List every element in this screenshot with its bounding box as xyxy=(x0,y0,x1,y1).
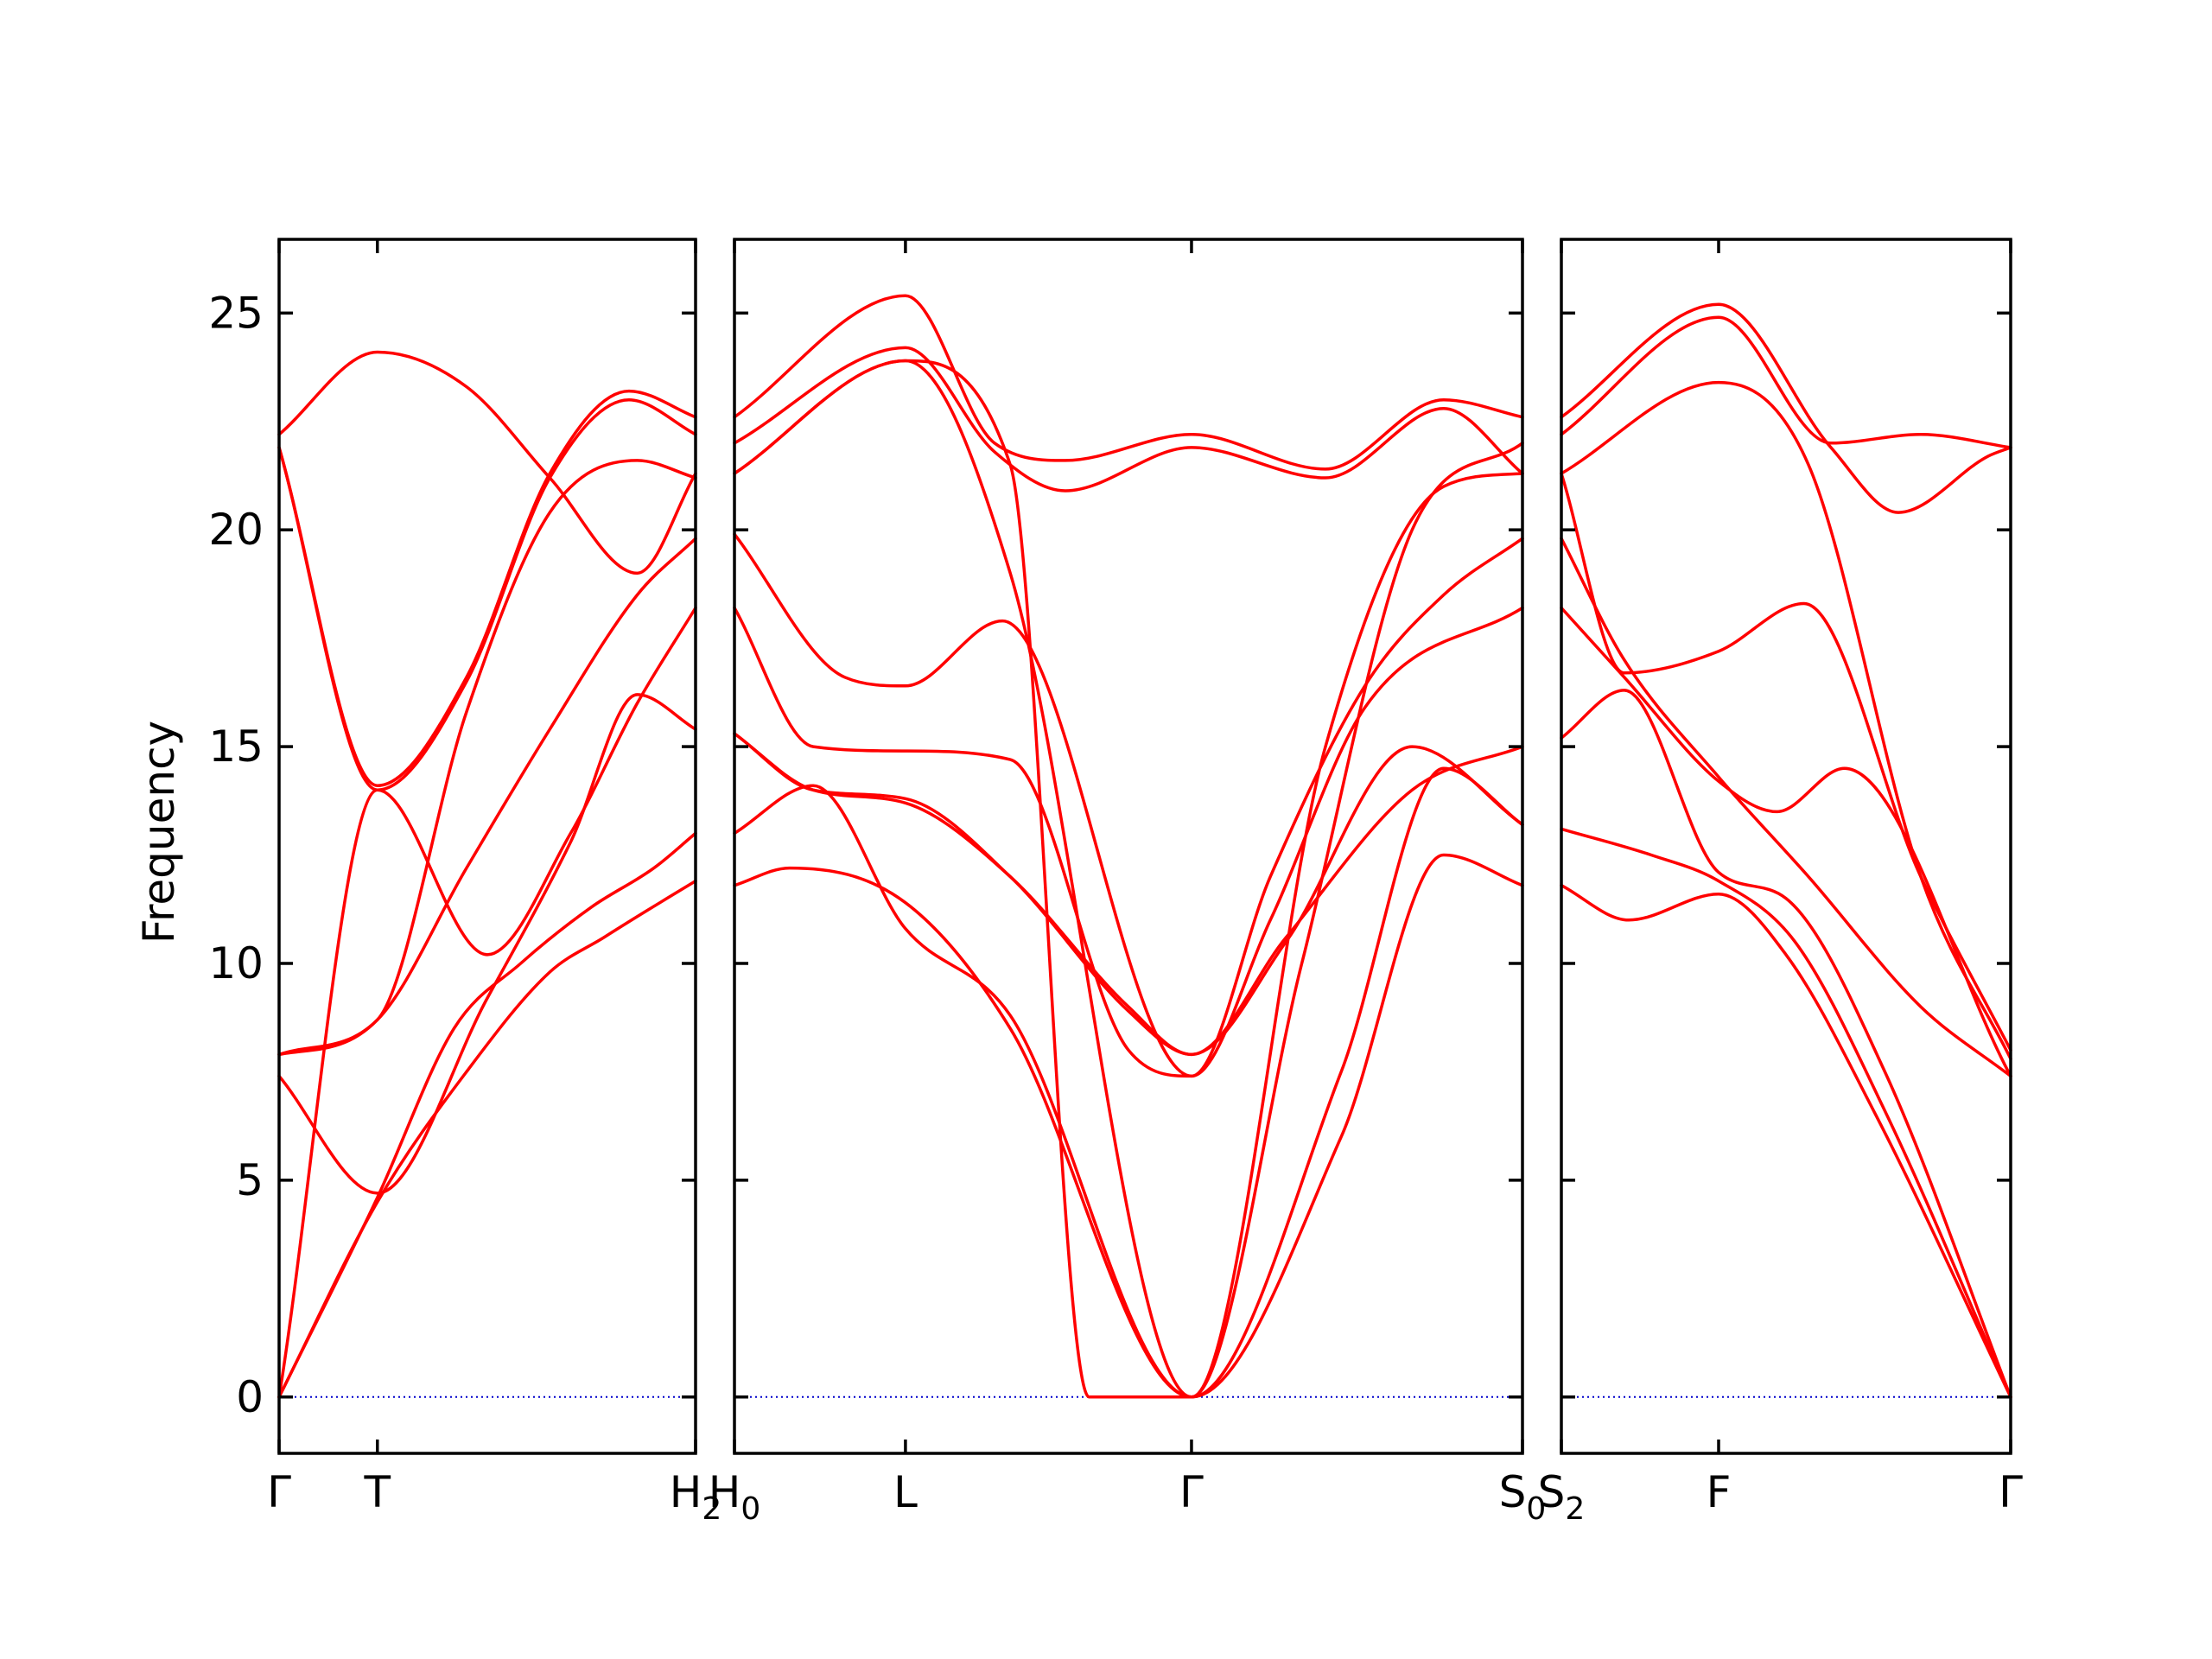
y-tick-label: 25 xyxy=(208,288,264,338)
panel-3: S2 F Γ xyxy=(1538,238,2023,1527)
x-tick-label: S2 xyxy=(1538,1467,1586,1527)
band-line-5 xyxy=(277,537,697,1057)
panel-1: Γ T H2 xyxy=(267,238,722,1527)
band-line-1 xyxy=(733,853,1524,1399)
x-tick-label: F xyxy=(1707,1467,1732,1517)
x-tick-label: T xyxy=(363,1467,391,1517)
band-line-9 xyxy=(277,350,697,575)
band-line-9 xyxy=(733,294,1524,471)
band-line-4 xyxy=(1560,606,2012,1078)
band-line-10 xyxy=(733,359,1524,1399)
x-tick-label: H0 xyxy=(709,1467,761,1527)
band-line-9 xyxy=(1560,302,2012,514)
panel-2: H0 L Γ S0 xyxy=(709,238,1547,1527)
y-axis-label: Frequency xyxy=(134,721,184,944)
x-tick-label: Γ xyxy=(267,1467,291,1517)
y-tick-label: 5 xyxy=(236,1155,264,1205)
band-line-7 xyxy=(1560,380,2012,1061)
band-line-5 xyxy=(1560,537,2012,1078)
band-line-8 xyxy=(277,389,697,787)
band-line-2 xyxy=(733,766,1524,1399)
band-line-6 xyxy=(277,459,697,1057)
band-line-6 xyxy=(733,532,1524,1078)
x-tick-label: S0 xyxy=(1499,1467,1547,1527)
panel-frame xyxy=(733,238,1524,1455)
band-line-2 xyxy=(1560,827,2012,1399)
y-tick-label: 0 xyxy=(236,1372,264,1422)
y-tick-label: 10 xyxy=(208,938,264,988)
band-line-3 xyxy=(277,693,697,1195)
x-tick-label: Γ xyxy=(1179,1467,1204,1517)
band-line-2 xyxy=(277,831,697,1399)
panel-frame xyxy=(277,238,697,1455)
band-line-3 xyxy=(733,732,1524,1057)
band-line-7 xyxy=(733,359,1524,1399)
band-line-5 xyxy=(733,606,1524,1078)
band-line-4 xyxy=(733,732,1524,1057)
panel-frame xyxy=(1560,238,2012,1455)
band-line-7 xyxy=(277,397,697,792)
y-tick-label: 15 xyxy=(208,721,264,772)
x-tick-label: Γ xyxy=(1999,1467,2023,1517)
band-line-8 xyxy=(733,346,1524,493)
band-line-8 xyxy=(1560,315,2012,449)
y-tick-label: 20 xyxy=(208,505,264,555)
x-tick-label: H2 xyxy=(670,1467,722,1527)
band-line-3 xyxy=(1560,689,2012,1399)
band-line-6 xyxy=(1560,472,2012,1052)
x-tick-label: L xyxy=(893,1467,918,1517)
band-line-1 xyxy=(277,879,697,1399)
band-line-1 xyxy=(1560,883,2012,1399)
band-line-4 xyxy=(277,606,697,1399)
